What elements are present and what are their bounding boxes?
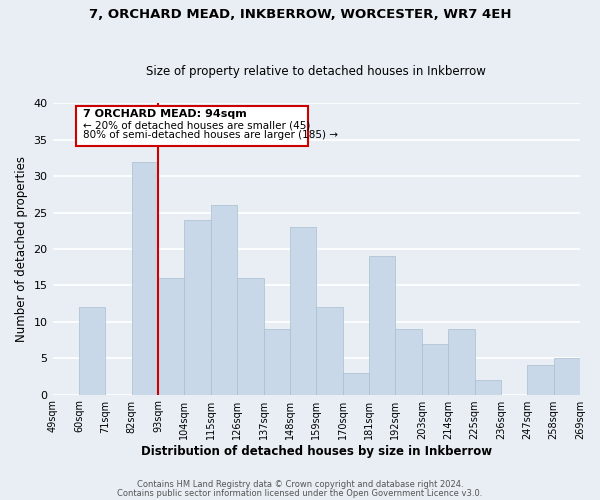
Title: Size of property relative to detached houses in Inkberrow: Size of property relative to detached ho… bbox=[146, 66, 486, 78]
Bar bbox=[422, 344, 448, 394]
Bar bbox=[184, 220, 211, 394]
Text: 7, ORCHARD MEAD, INKBERROW, WORCESTER, WR7 4EH: 7, ORCHARD MEAD, INKBERROW, WORCESTER, W… bbox=[89, 8, 511, 20]
Text: Contains HM Land Registry data © Crown copyright and database right 2024.: Contains HM Land Registry data © Crown c… bbox=[137, 480, 463, 489]
Bar bbox=[237, 278, 263, 394]
Bar bbox=[79, 307, 105, 394]
Text: 7 ORCHARD MEAD: 94sqm: 7 ORCHARD MEAD: 94sqm bbox=[83, 109, 247, 119]
X-axis label: Distribution of detached houses by size in Inkberrow: Distribution of detached houses by size … bbox=[141, 444, 492, 458]
Bar bbox=[343, 372, 369, 394]
Bar bbox=[316, 307, 343, 394]
FancyBboxPatch shape bbox=[76, 106, 308, 146]
Bar bbox=[369, 256, 395, 394]
Bar bbox=[554, 358, 580, 395]
Bar bbox=[263, 329, 290, 394]
Y-axis label: Number of detached properties: Number of detached properties bbox=[15, 156, 28, 342]
Bar bbox=[211, 205, 237, 394]
Text: Contains public sector information licensed under the Open Government Licence v3: Contains public sector information licen… bbox=[118, 488, 482, 498]
Bar bbox=[158, 278, 184, 394]
Text: ← 20% of detached houses are smaller (45): ← 20% of detached houses are smaller (45… bbox=[83, 120, 310, 130]
Bar bbox=[527, 366, 554, 394]
Text: 80% of semi-detached houses are larger (185) →: 80% of semi-detached houses are larger (… bbox=[83, 130, 338, 140]
Bar bbox=[475, 380, 501, 394]
Bar bbox=[131, 162, 158, 394]
Bar bbox=[395, 329, 422, 394]
Bar bbox=[290, 227, 316, 394]
Bar bbox=[448, 329, 475, 394]
